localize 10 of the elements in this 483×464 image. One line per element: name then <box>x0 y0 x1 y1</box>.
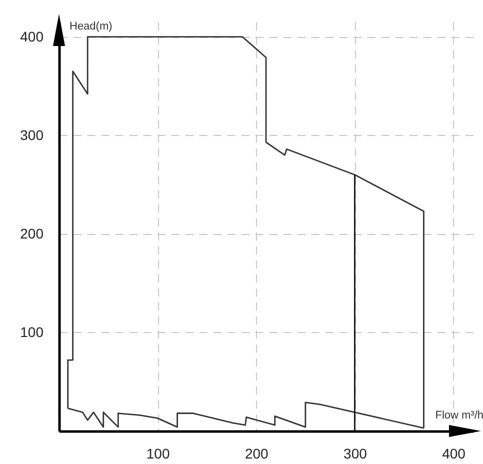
x-tick-label: 200 <box>244 446 269 462</box>
y-axis-title: Head(m) <box>70 20 112 32</box>
y-tick-label: 200 <box>20 225 44 242</box>
x-axis-title: Flow m³/h <box>435 410 483 422</box>
y-tick-label: 300 <box>20 126 44 143</box>
x-tick-label: 300 <box>344 446 368 462</box>
y-tick-label: 400 <box>20 28 44 44</box>
x-tick-label: 100 <box>146 446 170 462</box>
y-tick-label: 100 <box>20 324 44 340</box>
x-tick-label: 400 <box>442 446 466 462</box>
